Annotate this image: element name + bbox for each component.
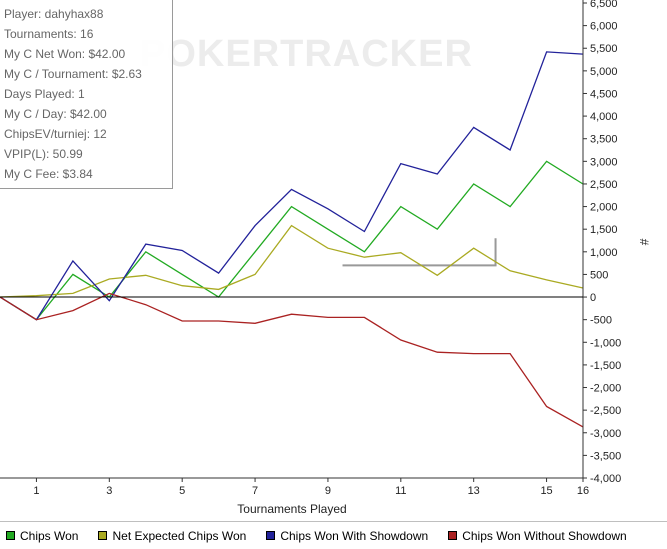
x-axis-title: Tournaments Played (237, 502, 346, 516)
y-tick-label: -1,000 (590, 337, 621, 349)
x-tick-label: 7 (252, 485, 258, 497)
stats-line: Days Played: 1 (4, 87, 85, 101)
legend-swatch (266, 531, 276, 540)
y-tick-label: -2,000 (590, 383, 621, 395)
y-tick-label: 4,500 (590, 88, 618, 100)
x-tick-label: 13 (468, 485, 480, 497)
watermark-text: POKERTRACKER (140, 33, 473, 75)
legend-swatch (448, 531, 458, 540)
y-tick-label: -1,500 (590, 360, 621, 372)
series-line-1 (0, 160, 584, 321)
legend-swatch (98, 531, 108, 540)
chart: POKERTRACKER 6,500 6,000 5,500 5,000 4,500 4,… (0, 0, 651, 516)
chart-legend: Chips Won Net Expected Chips Won Chips Won… (0, 521, 667, 549)
y-tick-label: 3,500 (590, 134, 618, 146)
series-line-2 (0, 224, 584, 298)
stats-line: Player: dahyhax88 (4, 7, 104, 21)
y-tick-label: -2,500 (590, 405, 621, 417)
y-tick-label: 5,000 (590, 66, 618, 78)
series-line-4 (0, 292, 584, 428)
y-tick-label: -500 (590, 315, 612, 327)
legend-item[interactable]: Chips Won With Showdown (266, 529, 428, 543)
x-tick-label: 5 (179, 485, 185, 497)
stats-line: My C Net Won: $42.00 (4, 47, 126, 61)
y-tick-label: 1,000 (590, 247, 618, 259)
legend-label: Net Expected Chips Won (112, 528, 247, 543)
x-tick-label: 1 (33, 485, 39, 497)
y-tick-label: 1,500 (590, 224, 618, 236)
stats-line: Tournaments: 16 (4, 27, 94, 41)
stats-panel: Player: dahyhax88 Tournaments: 16 My C Net… (0, 0, 173, 189)
y-tick-label: -3,500 (590, 450, 621, 462)
y-tick-label: 5,500 (590, 43, 618, 55)
y-tick-label: 2,500 (590, 179, 618, 191)
y-tick-label: 0 (590, 292, 596, 304)
legend-item[interactable]: Net Expected Chips Won (98, 529, 246, 543)
legend-item[interactable]: Chips Won Without Showdown (448, 529, 627, 543)
x-tick-label: 9 (325, 485, 331, 497)
stats-line: My C / Day: $42.00 (4, 107, 107, 121)
y-tick-label: 6,000 (590, 21, 618, 33)
x-tick-label: 16 (577, 485, 589, 497)
legend-label: Chips Won Without Showdown (462, 528, 627, 543)
y-tick-label: 3,000 (590, 156, 618, 168)
x-tick-label: 11 (395, 485, 406, 497)
x-tick-label: 3 (106, 485, 112, 497)
y-tick-label: 500 (590, 269, 608, 281)
stats-line: My C / Tournament: $2.63 (4, 67, 142, 81)
legend-label: Chips Won (20, 528, 79, 543)
stats-line: VPIP(L): 50.99 (4, 147, 83, 161)
x-tick-label: 15 (540, 485, 552, 497)
y-tick-label: -3,000 (590, 428, 621, 440)
y-tick-label: 4,000 (590, 111, 618, 123)
series-line-3 (0, 51, 584, 321)
annotation-bracket (342, 238, 497, 267)
legend-item[interactable]: Chips Won (6, 529, 78, 543)
stats-line: ChipsEV/turniej: 12 (4, 127, 107, 141)
y-axis-title: # (637, 239, 651, 246)
y-tick-label: -4,000 (590, 473, 621, 485)
stats-line: My C Fee: $3.84 (4, 167, 93, 181)
y-tick-label: 6,500 (590, 0, 618, 10)
legend-swatch (6, 531, 15, 540)
y-tick-label: 2,000 (590, 202, 618, 214)
legend-label: Chips Won With Showdown (280, 528, 429, 543)
